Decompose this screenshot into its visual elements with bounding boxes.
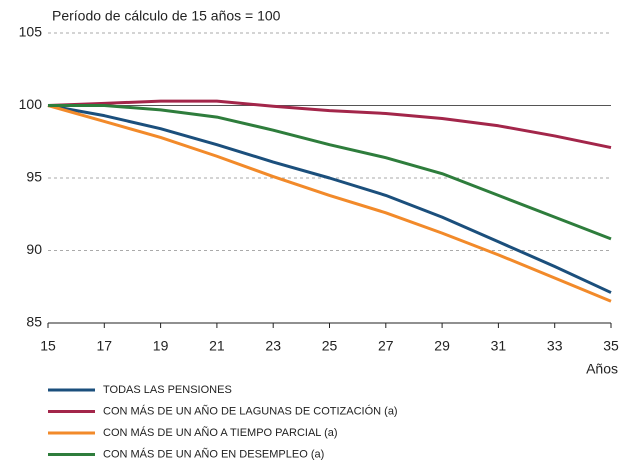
x-tick-label: 21 (209, 338, 225, 354)
x-tick-label: 23 (265, 338, 281, 354)
series-line (47, 104, 612, 303)
legend-label: CON MÁS DE UN AÑO A TIEMPO PARCIAL (a) (103, 426, 338, 439)
x-tick-label: 17 (97, 338, 113, 354)
x-tick-label: 35 (603, 338, 619, 354)
legend-label: CON MÁS DE UN AÑO EN DESEMPLEO (a) (103, 447, 324, 460)
x-tick-label: 27 (378, 338, 394, 354)
y-tick-label: 105 (19, 24, 43, 40)
y-tick-label: 90 (26, 241, 42, 257)
x-tick-label: 25 (322, 338, 338, 354)
y-tick-label: 95 (26, 169, 42, 185)
x-tick-label: 29 (434, 338, 450, 354)
y-tick-label: 100 (19, 96, 43, 112)
x-tick-label: 33 (547, 338, 563, 354)
x-tick-label: 15 (40, 338, 56, 354)
x-tick-label: 31 (491, 338, 507, 354)
x-axis-label: Años (586, 361, 618, 377)
legend-label: TODAS LAS PENSIONES (103, 384, 232, 396)
legend-label: CON MÁS DE UN AÑO DE LAGUNAS DE COTIZACI… (103, 404, 398, 417)
chart-subtitle: Período de cálculo de 15 años = 100 (52, 8, 281, 24)
series-line (48, 104, 612, 241)
y-tick-label: 85 (26, 314, 42, 330)
series-line (47, 99, 612, 150)
x-tick-label: 19 (153, 338, 169, 354)
series-line (47, 104, 612, 294)
